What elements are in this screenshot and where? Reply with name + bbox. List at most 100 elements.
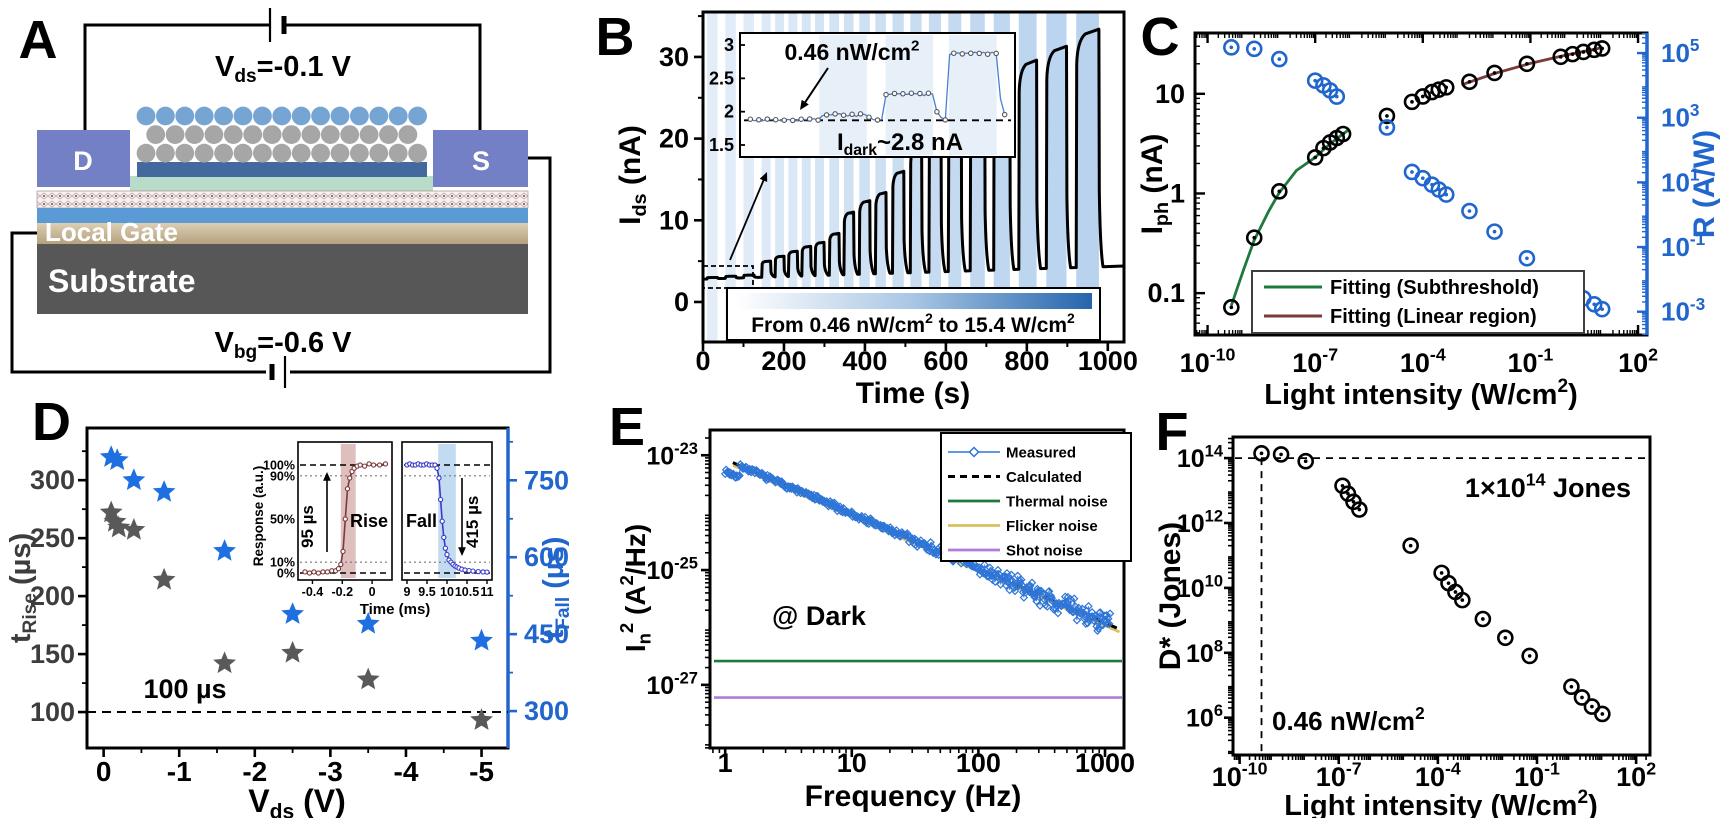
inset-curve-marker — [370, 462, 377, 468]
data-point-dot — [1600, 712, 1605, 716]
c-ylabel-right: R (A/W) — [1688, 130, 1721, 238]
c-legend-label-sub: Fitting (Subthreshold) — [1330, 277, 1539, 299]
rise-star — [281, 640, 304, 663]
inset-marker — [976, 50, 983, 57]
iph-point — [1575, 43, 1592, 61]
iph-point — [1245, 229, 1263, 246]
panel-letter-d: D — [32, 392, 71, 452]
inset-ylabel: Response (a.u.) — [251, 466, 266, 567]
stripe — [801, 12, 811, 342]
dstar-point — [1454, 591, 1471, 609]
data-point-dot — [1492, 71, 1497, 75]
y-tick-label: 10-27 — [646, 669, 698, 700]
data-point-dot — [1420, 94, 1425, 99]
wire-top-right — [286, 23, 482, 130]
c-ylabel-left: Iph (nA) — [1136, 134, 1173, 235]
stripe — [843, 12, 854, 342]
panel-letter-c: C — [1141, 7, 1180, 67]
arrow-head — [458, 547, 466, 556]
channel-layer — [130, 176, 433, 191]
wire-top-left — [83, 23, 270, 130]
inset-marker — [849, 111, 855, 118]
iph-point — [1414, 88, 1432, 105]
inset-marker — [891, 90, 898, 97]
qd-circle-gray — [282, 125, 301, 144]
dstar-point — [1253, 445, 1270, 462]
iph-point — [1223, 299, 1240, 316]
b-xlabel: Time (s) — [856, 377, 970, 410]
data-point-dot — [1467, 209, 1472, 213]
qd-circle-gray — [398, 125, 418, 144]
data-point-dot — [1590, 704, 1594, 709]
intensity-annotation: 0.46 nW/cm2 — [1272, 703, 1425, 736]
inset-curve-marker — [340, 548, 346, 555]
inset-curve-marker — [366, 461, 372, 467]
stripe — [788, 12, 798, 342]
inset-curve-marker — [436, 475, 442, 481]
y-tick-label: 1010 — [1177, 572, 1223, 603]
iph-point — [1593, 40, 1611, 57]
x-tick-label: 10-7 — [1292, 345, 1338, 378]
inset-marker — [866, 114, 872, 120]
data-point-dot — [1346, 491, 1350, 496]
inset-stripe — [819, 35, 867, 155]
dstar-point — [1474, 610, 1492, 628]
data-point-dot — [1385, 125, 1389, 130]
absorber-bar — [137, 162, 427, 177]
qd-circle-gray — [194, 143, 214, 163]
qd-circle-blue — [311, 106, 330, 126]
qd-circle-gray — [320, 125, 340, 144]
inset-pct-label: 100% — [263, 459, 295, 473]
data-point-dot — [1467, 79, 1472, 84]
inset-marker — [951, 50, 957, 56]
data-point-dot — [1525, 256, 1529, 261]
y-tick-label: 20 — [659, 124, 689, 154]
inset-marker — [993, 50, 999, 57]
y-tick-right: 103 — [1661, 100, 1699, 133]
inset-marker — [917, 90, 923, 97]
drain-label: D — [73, 146, 93, 176]
arrow-line — [802, 67, 829, 106]
legend-diamond — [968, 446, 980, 458]
data-point-dot — [1525, 61, 1529, 66]
rise-star — [470, 708, 493, 730]
stripe — [815, 12, 824, 342]
inset-pct-label: 10% — [270, 556, 295, 570]
e-legend-label: Calculated — [1006, 469, 1082, 486]
inset-marker — [789, 117, 796, 124]
fall-band — [438, 444, 456, 578]
rise-star — [213, 651, 236, 674]
qd-circle-blue — [175, 106, 195, 126]
c-legend-label-lin: Fitting (Linear region) — [1330, 306, 1537, 328]
qd-circle-blue — [233, 106, 253, 126]
qd-circle-gray — [165, 125, 185, 144]
inset-intensity-label: 0.46 nW/cm2 — [785, 37, 920, 65]
y-tick-right: 300 — [524, 696, 569, 726]
c-legend-box — [1251, 270, 1585, 334]
qd-circle-blue — [156, 106, 175, 126]
inset-marker — [832, 111, 838, 117]
y-tick-left: 10 — [1155, 79, 1185, 109]
data-point-dot — [1444, 85, 1449, 90]
data-point-dot — [1410, 170, 1414, 174]
inset-curve-marker — [306, 570, 313, 576]
r-point — [1437, 186, 1455, 203]
y-tick-left: 200 — [30, 581, 75, 611]
measured-diamonds — [720, 460, 1115, 636]
inset-marker — [874, 117, 881, 123]
inset-curve-marker — [484, 569, 490, 575]
dstar-point — [1402, 537, 1419, 554]
inset-marker — [984, 51, 991, 57]
qd-circle-gray — [214, 143, 234, 163]
inset-curve-marker — [344, 486, 351, 492]
inset-marker — [883, 91, 889, 98]
vbg-label: Vbg=-0.6 V — [215, 327, 353, 363]
y-tick-right: 10-1 — [1661, 229, 1706, 262]
fall-star — [122, 468, 146, 490]
x-tick-label: -4 — [394, 756, 419, 787]
dstar-point — [1272, 446, 1290, 463]
r-point — [1378, 119, 1396, 136]
r-point — [1271, 50, 1288, 68]
